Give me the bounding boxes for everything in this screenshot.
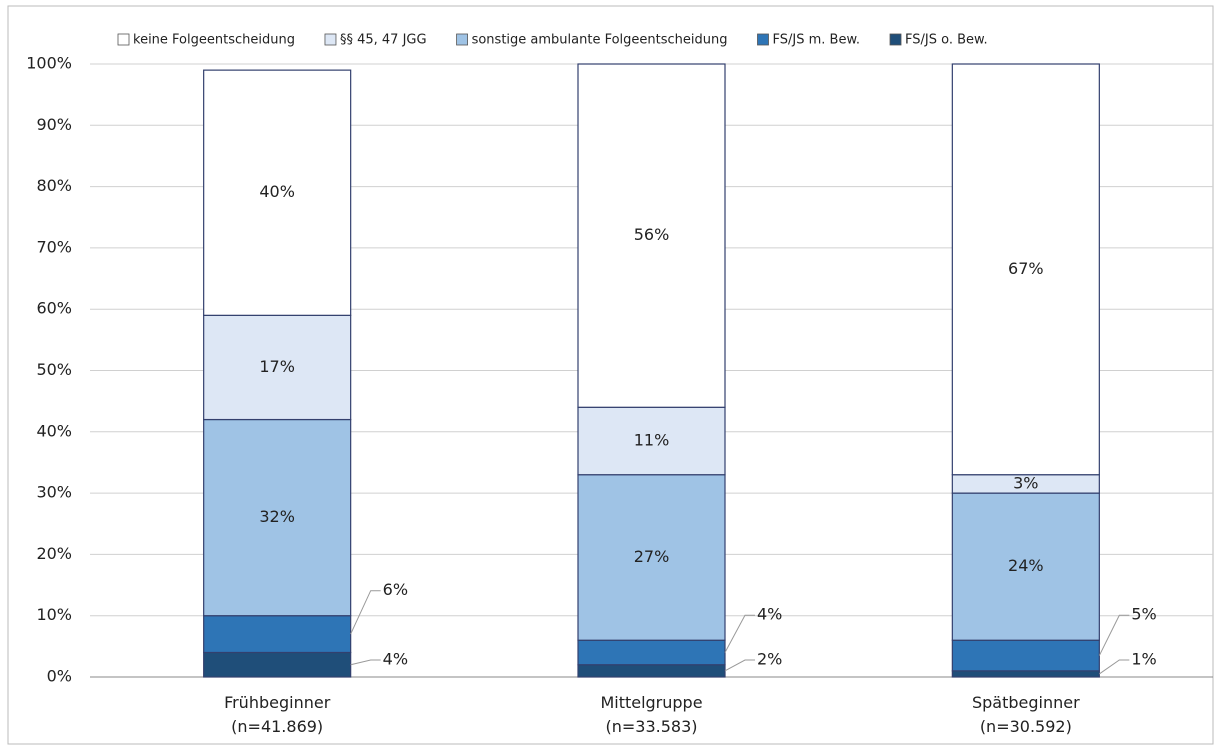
- y-tick-label: 90%: [36, 115, 72, 134]
- bar-segment: [577, 63, 726, 408]
- y-tick-label: 40%: [36, 421, 72, 440]
- x-tick-label: Frühbeginner (n=41.869): [224, 693, 331, 736]
- data-label: 56%: [634, 225, 670, 244]
- bar-segment: [203, 69, 352, 316]
- legend-label: §§ 45, 47 JGG: [340, 33, 427, 48]
- legend-label: FS/JS o. Bew.: [905, 33, 988, 48]
- y-tick-label: 50%: [36, 360, 72, 379]
- bar-segment: [951, 639, 1100, 672]
- leader-line: [350, 590, 381, 635]
- bar-segment: [951, 492, 1100, 641]
- y-tick-label: 70%: [36, 237, 72, 256]
- data-label: 67%: [1008, 259, 1044, 278]
- data-label: 24%: [1008, 556, 1044, 575]
- bar-segment: [577, 639, 726, 666]
- data-label: 27%: [634, 547, 670, 566]
- y-tick-label: 0%: [47, 667, 72, 686]
- data-label: 17%: [259, 357, 295, 376]
- leader-line: [1098, 614, 1130, 656]
- bar-segment: [203, 615, 352, 654]
- bar-segment: [203, 418, 352, 617]
- legend-swatch: [324, 33, 337, 46]
- data-label: 32%: [259, 507, 295, 526]
- leader-line: [350, 659, 381, 666]
- data-label: 5%: [1131, 605, 1156, 624]
- legend-swatch: [889, 33, 902, 46]
- data-label: 1%: [1131, 650, 1156, 669]
- data-label: 2%: [757, 650, 782, 669]
- y-tick-label: 20%: [36, 544, 72, 563]
- data-label: 4%: [757, 605, 782, 624]
- legend-label: keine Folgeentscheidung: [133, 33, 295, 48]
- chart-border: [7, 5, 1214, 745]
- data-label: 3%: [1013, 473, 1038, 492]
- leader-line: [1099, 659, 1130, 675]
- bar-segment: [577, 664, 726, 678]
- bar-segment: [951, 63, 1100, 476]
- bar-segment: [203, 314, 352, 421]
- leader-line: [724, 614, 755, 653]
- data-label: 6%: [383, 580, 408, 599]
- legend-swatch: [117, 33, 130, 46]
- legend-swatch: [757, 33, 769, 46]
- y-tick-label: 30%: [36, 483, 72, 502]
- bar-segment: [951, 670, 1100, 678]
- x-tick-label: Spätbeginner (n=30.592): [972, 693, 1080, 736]
- legend-swatch: [456, 33, 468, 46]
- data-label: 4%: [383, 650, 408, 669]
- y-tick-label: 100%: [26, 54, 72, 73]
- x-tick-label: Mittelgruppe (n=33.583): [600, 693, 702, 736]
- y-tick-label: 10%: [36, 605, 72, 624]
- bar-segment: [577, 474, 726, 641]
- bar-segment: [203, 651, 352, 678]
- bar-segment: [577, 406, 726, 476]
- data-label: 40%: [259, 182, 295, 201]
- y-tick-label: 80%: [36, 176, 72, 195]
- legend-label: sonstige ambulante Folgeentscheidung: [472, 33, 728, 48]
- data-label: 11%: [634, 430, 670, 449]
- leader-line: [724, 659, 755, 672]
- y-tick-label: 60%: [36, 299, 72, 318]
- legend-label: FS/JS m. Bew.: [773, 33, 861, 48]
